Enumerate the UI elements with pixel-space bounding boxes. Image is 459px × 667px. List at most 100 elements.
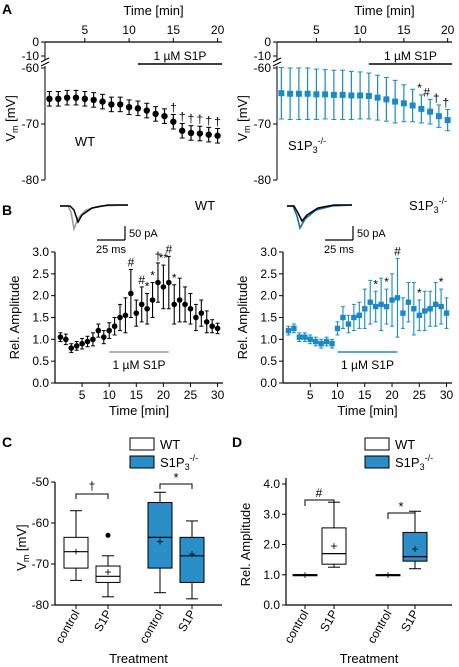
legend-swatch-wt <box>129 437 155 451</box>
data-point <box>323 338 330 345</box>
y-tick-label: -10 <box>22 49 40 63</box>
significance-marker: * <box>173 470 178 485</box>
y-tick-label: 1.0 <box>260 332 277 346</box>
x-tick-label: control <box>364 608 394 646</box>
significance-marker: * <box>145 279 150 293</box>
x-tick-label: control <box>136 608 166 646</box>
data-point <box>362 306 368 312</box>
significance-bracket <box>75 493 109 499</box>
y-tick-label: 3.0 <box>32 245 49 259</box>
x-tick-label: S1P <box>398 608 421 635</box>
data-point <box>55 95 62 103</box>
x-tick-label: 20 <box>385 388 399 402</box>
x-tick-label: S1P <box>175 608 198 635</box>
significance-marker: † <box>188 112 195 126</box>
data-point <box>161 112 168 120</box>
significance-marker: † <box>179 109 186 123</box>
x-tick-label: 5 <box>307 388 314 402</box>
significance-marker: * <box>417 81 422 95</box>
data-point <box>378 301 384 308</box>
x-tick-label: 15 <box>167 23 181 37</box>
x-tick-label: S1P <box>91 608 114 635</box>
y-tick-label: -70 <box>32 557 50 571</box>
y-axis-label: Vm [mV] <box>3 95 20 142</box>
data-point <box>422 308 428 314</box>
data-point <box>409 102 416 109</box>
data-point <box>374 94 381 101</box>
x-tick-label: 20 <box>157 388 171 402</box>
x-tick-label: 15 <box>397 23 411 37</box>
data-point <box>389 297 395 303</box>
significance-marker: # <box>316 486 323 500</box>
data-point <box>372 303 379 310</box>
mean-marker: + <box>188 547 195 561</box>
data-point <box>90 336 96 343</box>
significance-marker: † <box>443 95 450 109</box>
x-tick-label: S1P <box>317 608 340 635</box>
data-point <box>79 340 85 347</box>
y-axis-label: Rel. Amplitude <box>7 276 22 360</box>
y-tick-label: 2.5 <box>32 267 49 281</box>
significance-bracket <box>159 483 193 489</box>
data-point <box>117 101 124 108</box>
x-tick-label: 30 <box>440 388 454 402</box>
legend-swatch-wt <box>364 437 390 451</box>
box <box>179 536 205 583</box>
y-tick-label: 0 <box>32 35 39 49</box>
data-point <box>287 90 294 97</box>
significance-marker: # <box>394 245 401 259</box>
significance-marker: † <box>89 479 96 493</box>
y-tick-label: 2.0 <box>32 289 49 303</box>
scale-bar-label-current: 50 pA <box>357 228 386 240</box>
significance-marker: * <box>373 277 378 291</box>
data-point <box>329 341 335 347</box>
data-point <box>155 279 161 286</box>
significance-bracket <box>304 499 335 506</box>
x-tick-label: 20 <box>211 23 225 37</box>
significance-marker: # <box>423 85 430 99</box>
axis-break-mark <box>40 57 50 63</box>
x-tick-label: 10 <box>103 388 117 402</box>
y-tick-label: 2.0 <box>263 538 280 552</box>
data-point <box>400 310 406 316</box>
trace-s1p <box>60 204 128 224</box>
trace-s1p <box>287 204 352 223</box>
data-point <box>334 325 341 332</box>
significance-marker: † <box>155 249 162 263</box>
x-tick-label: 25 <box>413 388 427 402</box>
y-tick-label: 3.0 <box>260 245 277 259</box>
legend-label-ko: S1P3-/- <box>395 453 433 472</box>
scale-bar-label-time: 25 ms <box>96 244 126 256</box>
data-point <box>367 299 373 305</box>
significance-bracket <box>387 512 416 519</box>
treatment-label: 1 µM S1P <box>384 49 437 63</box>
box <box>95 565 121 583</box>
genotype-label-wt: WT <box>75 134 95 149</box>
data-point <box>178 127 186 134</box>
x-tick-label: 25 <box>184 388 198 402</box>
data-point <box>278 90 285 97</box>
genotype-label-ko: S1P3-/- <box>409 196 447 215</box>
data-point <box>416 312 422 319</box>
data-point <box>313 338 319 345</box>
significance-marker: # <box>165 242 172 256</box>
panel-label-b: B <box>2 202 12 218</box>
data-point <box>214 325 221 332</box>
y-tick-label: -50 <box>32 475 50 489</box>
x-tick-label: 10 <box>122 23 136 37</box>
significance-marker: * <box>150 269 155 283</box>
data-point <box>144 305 150 312</box>
legend-swatch-ko <box>129 455 155 469</box>
data-point <box>209 323 215 330</box>
x-axis-label: Treatment <box>109 651 168 666</box>
data-point <box>63 94 71 101</box>
significance-marker: * <box>384 275 389 289</box>
data-point <box>72 94 80 101</box>
data-point <box>435 113 442 120</box>
y-tick-label: -80 <box>22 173 40 187</box>
data-point <box>57 334 64 340</box>
box <box>321 527 347 565</box>
data-point <box>348 92 355 99</box>
data-point <box>176 297 183 303</box>
